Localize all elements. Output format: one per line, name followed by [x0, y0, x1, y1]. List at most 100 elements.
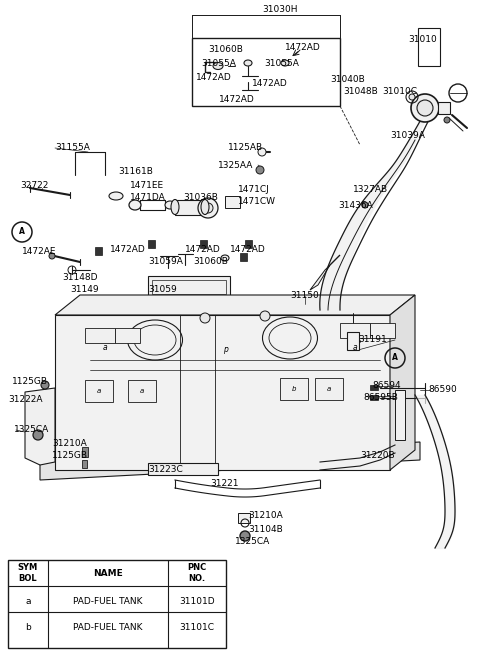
- Ellipse shape: [109, 192, 123, 200]
- Text: 1125GB: 1125GB: [52, 451, 88, 460]
- Bar: [152, 280, 226, 294]
- Circle shape: [409, 94, 415, 100]
- Bar: [418, 28, 440, 66]
- Text: 31150: 31150: [290, 291, 319, 301]
- Text: 31036B: 31036B: [183, 193, 218, 202]
- Text: A: A: [392, 354, 398, 362]
- Text: 31104B: 31104B: [248, 525, 283, 534]
- Text: 31210A: 31210A: [52, 438, 87, 447]
- Text: 1472AD: 1472AD: [285, 43, 321, 52]
- Circle shape: [417, 100, 433, 116]
- Text: 1471CJ: 1471CJ: [238, 185, 270, 195]
- Text: 31210A: 31210A: [248, 512, 283, 521]
- Circle shape: [41, 381, 49, 389]
- Bar: [8, 560, 226, 648]
- Bar: [245, 240, 252, 248]
- Text: 1325AA: 1325AA: [218, 160, 253, 170]
- Bar: [347, 332, 359, 350]
- Text: NAME: NAME: [93, 569, 123, 578]
- Bar: [148, 240, 155, 248]
- Text: 1471EE: 1471EE: [130, 181, 164, 189]
- Bar: [148, 463, 218, 475]
- Ellipse shape: [221, 255, 229, 261]
- Ellipse shape: [213, 62, 223, 69]
- Text: a: a: [25, 597, 31, 605]
- Text: a: a: [97, 388, 101, 394]
- Text: a: a: [103, 343, 108, 352]
- Bar: [85, 328, 115, 343]
- Text: 1472AD: 1472AD: [185, 244, 221, 253]
- Text: 31010: 31010: [408, 35, 437, 45]
- Text: 31101D: 31101D: [179, 597, 215, 605]
- Circle shape: [198, 198, 218, 218]
- Text: a: a: [327, 386, 331, 392]
- Circle shape: [256, 166, 264, 174]
- Text: 1472AE: 1472AE: [22, 248, 57, 257]
- Circle shape: [49, 253, 55, 259]
- Bar: [128, 380, 156, 402]
- Text: b: b: [25, 622, 31, 631]
- Circle shape: [203, 203, 213, 213]
- Polygon shape: [40, 442, 420, 480]
- Bar: [95, 247, 102, 255]
- Bar: [370, 323, 395, 338]
- Bar: [225, 196, 240, 208]
- Polygon shape: [310, 255, 340, 290]
- Bar: [340, 323, 370, 338]
- Circle shape: [260, 311, 270, 321]
- Bar: [238, 513, 250, 523]
- Text: 31155A: 31155A: [55, 143, 90, 153]
- Text: 31223C: 31223C: [148, 464, 183, 474]
- Text: 1327AB: 1327AB: [353, 185, 388, 195]
- Text: 31101C: 31101C: [180, 622, 215, 631]
- Text: 1125GB: 1125GB: [12, 377, 48, 386]
- Ellipse shape: [201, 200, 209, 214]
- Text: 31149: 31149: [70, 286, 98, 295]
- Bar: [148, 276, 230, 298]
- Text: 1472AD: 1472AD: [230, 244, 266, 253]
- Circle shape: [444, 117, 450, 123]
- Bar: [82, 447, 88, 457]
- Bar: [438, 102, 450, 114]
- Text: a: a: [353, 343, 357, 352]
- Ellipse shape: [244, 60, 252, 66]
- Bar: [370, 395, 378, 400]
- Text: 86595B: 86595B: [363, 394, 398, 403]
- Circle shape: [411, 94, 439, 122]
- Text: 31148D: 31148D: [62, 274, 97, 282]
- Text: 31048B: 31048B: [343, 88, 378, 96]
- Circle shape: [200, 313, 210, 323]
- Text: a: a: [140, 388, 144, 394]
- Text: 86594: 86594: [372, 381, 401, 390]
- Ellipse shape: [165, 201, 175, 209]
- Text: 31040B: 31040B: [330, 75, 365, 84]
- Text: p: p: [223, 345, 228, 354]
- Bar: [240, 253, 247, 261]
- Circle shape: [33, 430, 43, 440]
- Bar: [192, 38, 340, 106]
- Text: 31436A: 31436A: [338, 200, 373, 210]
- Polygon shape: [55, 295, 415, 315]
- Text: 31191: 31191: [358, 335, 387, 345]
- Text: 31060B: 31060B: [208, 45, 243, 54]
- Polygon shape: [390, 295, 415, 470]
- Bar: [280, 378, 308, 400]
- Text: PNC
NO.: PNC NO.: [187, 563, 206, 583]
- Text: b: b: [292, 386, 296, 392]
- Text: 31221: 31221: [210, 479, 239, 489]
- Ellipse shape: [129, 200, 141, 210]
- Bar: [200, 240, 207, 248]
- Text: 31161B: 31161B: [118, 168, 153, 176]
- Circle shape: [258, 148, 266, 156]
- Text: 31059: 31059: [148, 286, 177, 295]
- Bar: [175, 200, 205, 215]
- Ellipse shape: [281, 60, 289, 66]
- Text: 86590: 86590: [428, 386, 457, 394]
- Text: 1472AD: 1472AD: [110, 246, 146, 255]
- Text: 31055A: 31055A: [264, 58, 299, 67]
- Text: 31030H: 31030H: [262, 5, 298, 14]
- Text: 31220B: 31220B: [360, 451, 395, 460]
- Text: 31060B: 31060B: [193, 257, 228, 267]
- Text: 31039A: 31039A: [390, 130, 425, 140]
- Text: 1472AD: 1472AD: [196, 73, 232, 81]
